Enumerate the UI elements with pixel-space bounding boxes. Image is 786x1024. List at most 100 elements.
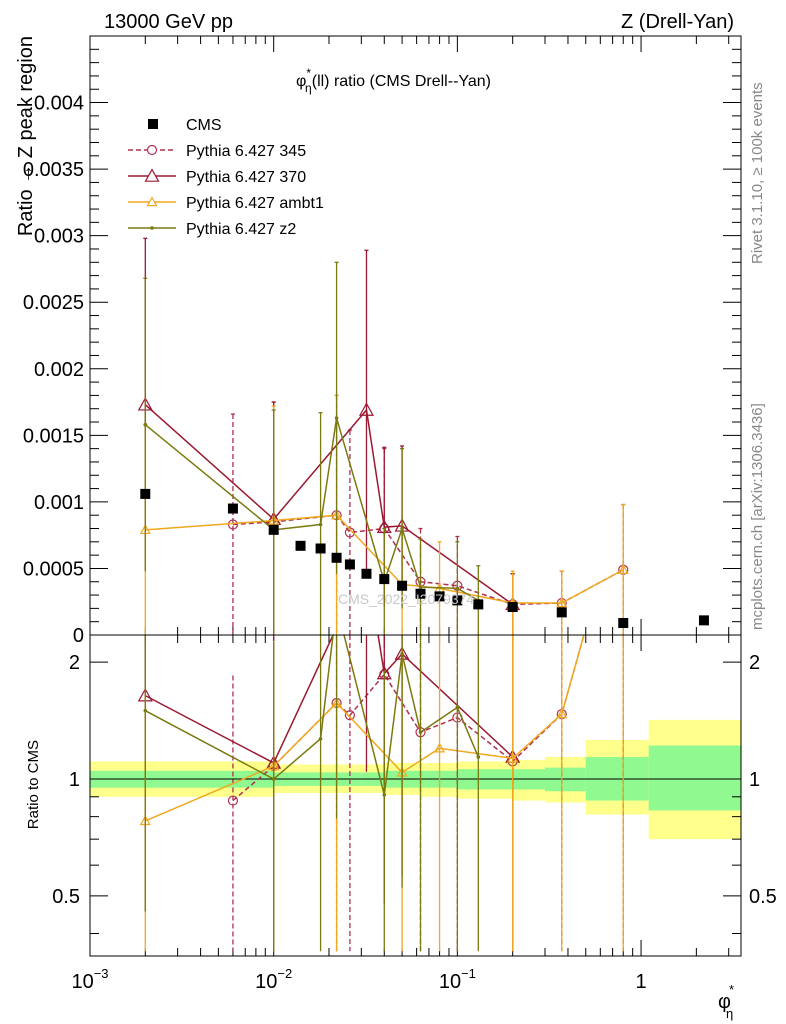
ratio-line [232,635,585,802]
cms-point [227,503,238,514]
header-left: 13000 GeV pp [104,11,233,33]
marker-dot [143,422,148,427]
y-tick-label: 0.003 [34,226,84,248]
legend-label: Pythia 6.427 345 [186,143,306,160]
x-tick-label: 10−1 [439,966,476,993]
marker-circle [227,795,239,806]
series-bottom-0 [227,635,624,952]
cms-point [618,618,629,629]
y-tick-label: 0.0005 [23,558,84,580]
marker-dot [271,777,276,781]
cms-point [507,602,518,613]
marker-triangle [617,564,629,574]
legend-entry: Pythia 6.427 ambt1 [128,195,324,212]
top-panel-axes: 0 0.0005 0.001 0.0015 0.002 0.0025 0.003 0.0035… [23,35,741,647]
legend-marker [146,144,158,156]
legend-marker [146,196,158,207]
y-tick-label: 0.001 [34,492,84,514]
xlabel-star: * [729,982,734,997]
legend-entry: Pythia 6.427 345 [128,143,306,160]
marker-dot [143,708,148,713]
marker-triangle [556,597,568,608]
panel-frames [89,35,742,957]
cms-point [331,552,342,563]
cms-point [361,568,372,579]
y-tick-label-right: 2 [749,652,760,674]
legend-marker [150,226,154,230]
title-phi: φ [296,73,306,90]
bottom-panel-axes: 10−3 10−2 10−1 10.5 0.51 12 2 [52,635,777,993]
marker-triangle [434,742,446,753]
y-tick-label: 0.0015 [23,425,84,447]
x-tick-label: 10−3 [71,966,108,993]
y-tick-label: 2 [69,652,80,674]
marker-dot [455,586,460,591]
cms-point [415,588,426,599]
cms-points [140,488,709,629]
cms-point [397,580,408,591]
x-tick-label: 1 [635,971,646,993]
legend-marker [144,168,160,182]
x-tick-label-base: 10 [255,971,277,993]
y-tick-label: 0.0025 [23,292,84,314]
y-tick-label-right: 0.5 [749,886,777,908]
xlabel-eta: η [726,1006,733,1021]
watermark: CMS_2022_I2079374 [338,591,474,607]
top-panel-series [137,237,709,635]
legend-label: Pythia 6.427 z2 [186,221,296,238]
marker-dot [476,755,481,759]
cms-point [140,488,151,499]
legend-label: Pythia 6.427 370 [186,169,306,186]
cms-point [268,524,279,535]
legend-label: Pythia 6.427 ambt1 [186,195,324,212]
y-axis-label-top: Ratio → Z peak region [15,36,37,236]
y-tick-label: 0.0035 [23,159,84,181]
x-tick-label-exp: −2 [277,966,292,981]
x-tick-label: 10−2 [255,966,292,993]
legend-entry: CMS [148,117,222,134]
x-axis-label: φ* η [718,982,734,1021]
marker-triangle [358,402,374,416]
x-tick-label-base: 10 [71,971,93,993]
cms-point [556,607,567,618]
marker-dot [318,522,323,527]
legend: CMS Pythia 6.427 345 Pythia 6.427 370 Pythi… [128,117,324,238]
cms-point [315,543,326,554]
series-top-1 [137,237,521,635]
cms-point [379,574,390,585]
marker-dot [455,705,460,710]
uncertainty-bands [90,719,741,840]
y-tick-label: 0.002 [34,359,84,381]
legend-marker-square [148,119,158,129]
y-tick-label: 0.004 [34,93,84,115]
marker-dot [400,652,404,656]
cms-point [434,591,445,602]
marker-dot [418,730,423,735]
marker-dot [382,793,387,797]
legend-entry: Pythia 6.427 z2 [128,221,296,238]
header-right: Z (Drell-Yan) [621,11,734,33]
y-tick-label: 0 [73,625,84,647]
title-eta: η [305,81,312,95]
legend-entry: Pythia 6.427 370 [128,168,306,186]
x-tick-label-base: 1 [635,971,646,993]
y-tick-label: 0.5 [52,886,80,908]
bottom-panel-series [137,635,624,952]
band-green [648,745,741,811]
marker-triangle [556,708,568,719]
xlabel-phi: φ [718,991,731,1013]
marker-dot [334,416,339,420]
cms-point [452,595,463,606]
cms-point [698,615,709,626]
y-tick-label-right: 1 [749,769,760,791]
y-tick-label: 1 [69,769,80,791]
marker-dot [318,736,323,741]
marker-circle [344,527,356,538]
title-rest: (ll) ratio (CMS Drell--Yan) [312,73,491,90]
cms-point [295,540,306,551]
title-star: * [306,66,311,80]
x-tick-label-exp: −1 [461,966,476,981]
marker-dot [418,585,423,589]
marker-triangle [507,752,519,763]
